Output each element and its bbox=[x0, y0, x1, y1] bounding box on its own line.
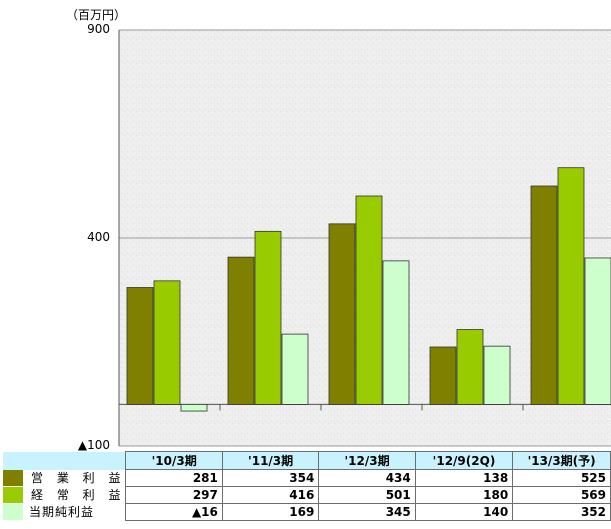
table-cell: 416 bbox=[221, 486, 320, 504]
legend-swatch bbox=[3, 504, 23, 520]
table-header-cell: '11/3期 bbox=[221, 451, 320, 470]
series-name: 経 常 利 益 bbox=[31, 488, 126, 502]
table-row-net-income: 当期純利益 ▲16 169 345 140 352 bbox=[3, 503, 611, 521]
bar bbox=[382, 260, 410, 405]
table-cell: 569 bbox=[512, 486, 611, 504]
table-cell: 180 bbox=[414, 486, 514, 504]
table-header-cell: '12/9(2Q) bbox=[414, 451, 514, 470]
series-name: 当期純利益 bbox=[29, 505, 95, 519]
bar-series bbox=[126, 167, 611, 412]
table-header-cell: '12/3期 bbox=[318, 451, 416, 470]
bar-chart bbox=[118, 29, 611, 447]
series-label-net-income: 当期純利益 bbox=[3, 504, 126, 521]
table-cell: 354 bbox=[221, 469, 320, 487]
bar bbox=[153, 280, 181, 405]
table-corner bbox=[3, 451, 126, 470]
bar bbox=[584, 257, 611, 405]
bar bbox=[227, 256, 255, 405]
table-cell: 345 bbox=[318, 503, 416, 521]
bar bbox=[281, 333, 309, 405]
series-label-operating-profit: 営 業 利 益 bbox=[3, 470, 126, 487]
y-tick-label-900: 900 bbox=[87, 22, 110, 36]
table-cell: 281 bbox=[125, 469, 223, 487]
table-header-cell: '10/3期 bbox=[125, 451, 223, 470]
table-cell: 525 bbox=[512, 469, 611, 487]
table-row-ordinary-profit: 経 常 利 益 297 416 501 180 569 bbox=[3, 486, 611, 504]
bar bbox=[456, 329, 484, 405]
bar bbox=[530, 185, 558, 405]
bar bbox=[429, 346, 457, 405]
legend-swatch bbox=[3, 487, 23, 503]
series-label-ordinary-profit: 経 常 利 益 bbox=[3, 487, 126, 504]
table-cell: ▲16 bbox=[125, 503, 223, 521]
y-unit-label: （百万円） bbox=[66, 8, 127, 22]
y-tick-label-minus100: ▲100 bbox=[77, 438, 110, 452]
bar bbox=[180, 403, 208, 412]
bar bbox=[254, 230, 282, 405]
series-name: 営 業 利 益 bbox=[31, 471, 126, 485]
table-header-cell: '13/3期(予) bbox=[512, 451, 611, 470]
bar bbox=[557, 167, 585, 405]
legend-swatch bbox=[3, 470, 23, 486]
bar bbox=[355, 195, 383, 405]
table-cell: 501 bbox=[318, 486, 416, 504]
table-cell: 138 bbox=[414, 469, 514, 487]
table-cell: 434 bbox=[318, 469, 416, 487]
table-cell: 169 bbox=[221, 503, 320, 521]
y-tick-label-400: 400 bbox=[87, 230, 110, 244]
table-row-operating-profit: 営 業 利 益 281 354 434 138 525 bbox=[3, 469, 611, 487]
table-cell: 352 bbox=[512, 503, 611, 521]
table-cell: 140 bbox=[414, 503, 514, 521]
table-header-row: '10/3期 '11/3期 '12/3期 '12/9(2Q) '13/3期(予) bbox=[3, 451, 611, 470]
bar bbox=[328, 223, 356, 405]
bar bbox=[483, 345, 511, 405]
table-cell: 297 bbox=[125, 486, 223, 504]
data-table: '10/3期 '11/3期 '12/3期 '12/9(2Q) '13/3期(予)… bbox=[3, 451, 611, 521]
bar bbox=[126, 287, 154, 405]
